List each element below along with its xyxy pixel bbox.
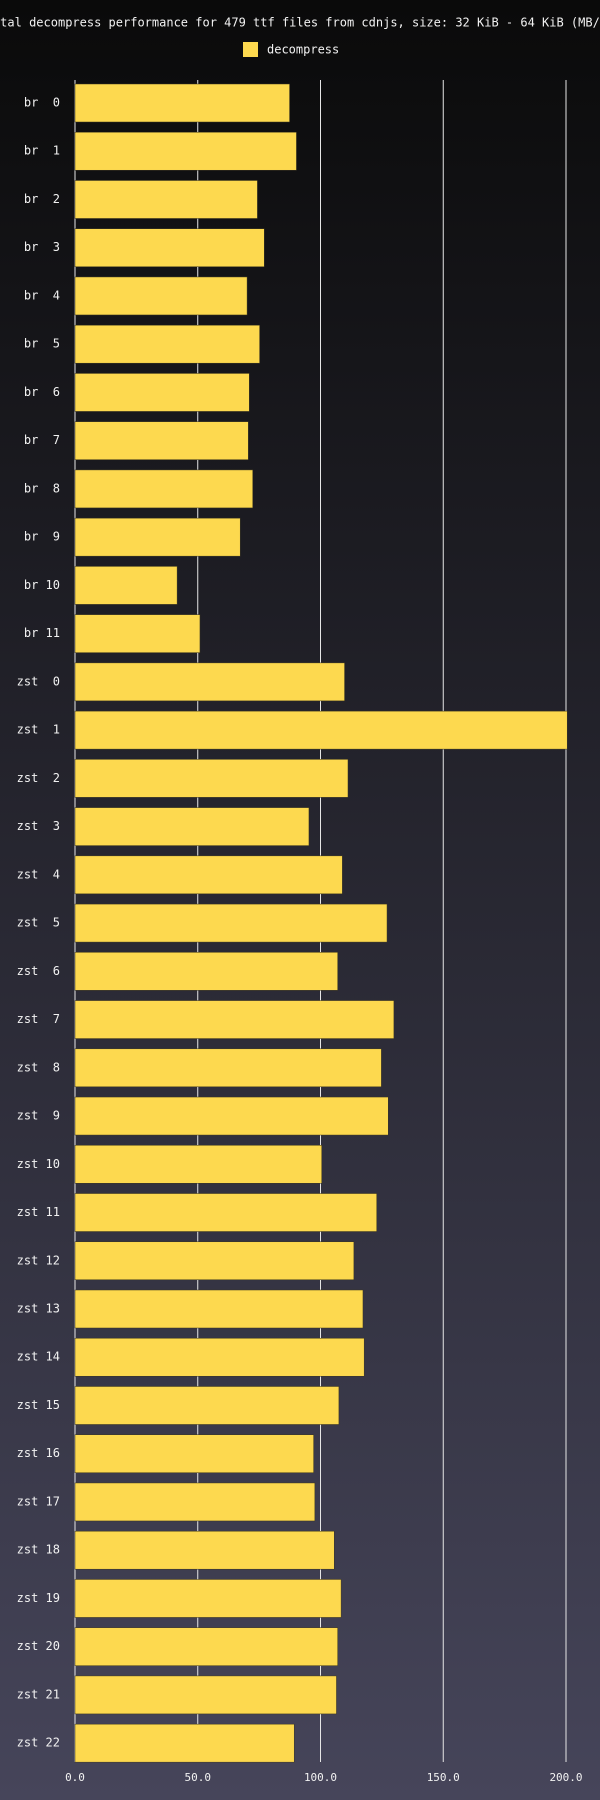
y-tick-label: zst 18 — [17, 1543, 60, 1557]
bar — [74, 324, 260, 364]
bar — [74, 1096, 389, 1136]
x-tick-label: 50.0 — [185, 1771, 212, 1784]
y-tick-label: zst 17 — [17, 1494, 60, 1508]
x-tick-label: 100.0 — [304, 1771, 337, 1784]
bar — [74, 759, 349, 798]
bar — [74, 276, 248, 316]
y-tick-label: zst 5 — [17, 916, 60, 930]
bar — [74, 1241, 355, 1281]
bar — [74, 1193, 377, 1232]
bar — [74, 807, 310, 846]
y-tick-label: zst 8 — [17, 1060, 60, 1074]
bar — [74, 83, 290, 123]
bar — [74, 1579, 342, 1618]
bar — [74, 1675, 337, 1715]
y-tick-label: zst 2 — [17, 771, 60, 785]
bar — [74, 1386, 340, 1425]
legend-label: decompress — [267, 43, 339, 57]
x-tick-label: 200.0 — [549, 1771, 582, 1784]
y-tick-label: zst 16 — [17, 1446, 60, 1460]
bar — [74, 1048, 382, 1088]
y-tick-label: zst 6 — [17, 964, 60, 978]
y-tick-label: zst 7 — [17, 1012, 60, 1026]
y-tick-label: zst 21 — [17, 1687, 60, 1701]
y-tick-label: br 0 — [24, 96, 60, 110]
y-tick-label: zst 12 — [17, 1253, 60, 1267]
chart-title: Total decompress performance for 479 ttf… — [0, 16, 600, 30]
x-tick-label: 150.0 — [427, 1771, 460, 1784]
bar — [74, 952, 338, 991]
y-tick-label: zst 22 — [17, 1736, 60, 1750]
bar — [74, 469, 253, 509]
y-tick-label: zst 15 — [17, 1398, 60, 1412]
y-tick-label: zst 9 — [17, 1109, 60, 1123]
bar — [74, 855, 343, 895]
y-tick-label: zst 0 — [17, 674, 60, 688]
y-tick-label: zst 4 — [17, 867, 60, 881]
y-tick-label: br 7 — [24, 433, 60, 447]
y-tick-label: zst 3 — [17, 819, 60, 833]
legend-swatch — [243, 42, 258, 57]
bar — [74, 1000, 395, 1039]
bar — [74, 180, 258, 219]
bar — [74, 1723, 295, 1763]
bar — [74, 1530, 335, 1570]
y-tick-label: zst 20 — [17, 1639, 60, 1653]
bar — [74, 1627, 338, 1666]
bar — [74, 566, 178, 605]
x-tick-label: 0.0 — [65, 1771, 85, 1784]
bar — [74, 1289, 364, 1329]
bar — [74, 131, 297, 171]
bar — [74, 421, 249, 460]
y-tick-label: zst 1 — [17, 723, 60, 737]
bar — [74, 710, 568, 750]
y-tick-label: br 10 — [24, 578, 60, 592]
bar — [74, 903, 388, 943]
bar — [74, 614, 201, 653]
bar — [74, 1434, 314, 1473]
y-tick-label: br 8 — [24, 481, 60, 495]
y-tick-label: br 4 — [24, 288, 60, 302]
bar — [74, 517, 241, 557]
y-tick-label: br 5 — [24, 337, 60, 351]
y-tick-label: br 1 — [24, 144, 60, 158]
y-tick-label: zst 11 — [17, 1205, 60, 1219]
y-tick-label: br 9 — [24, 530, 60, 544]
y-tick-label: zst 19 — [17, 1591, 60, 1605]
bar — [74, 1337, 365, 1377]
y-tick-label: zst 14 — [17, 1350, 60, 1364]
bar — [74, 662, 345, 702]
y-tick-label: br 6 — [24, 385, 60, 399]
y-tick-label: br 3 — [24, 240, 60, 254]
bar — [74, 1482, 316, 1522]
y-tick-label: zst 13 — [17, 1302, 60, 1316]
y-tick-label: br 11 — [24, 626, 60, 640]
bar — [74, 228, 265, 267]
bar — [74, 1145, 322, 1184]
bar — [74, 373, 250, 412]
y-tick-label: br 2 — [24, 192, 60, 206]
y-tick-label: zst 10 — [17, 1157, 60, 1171]
